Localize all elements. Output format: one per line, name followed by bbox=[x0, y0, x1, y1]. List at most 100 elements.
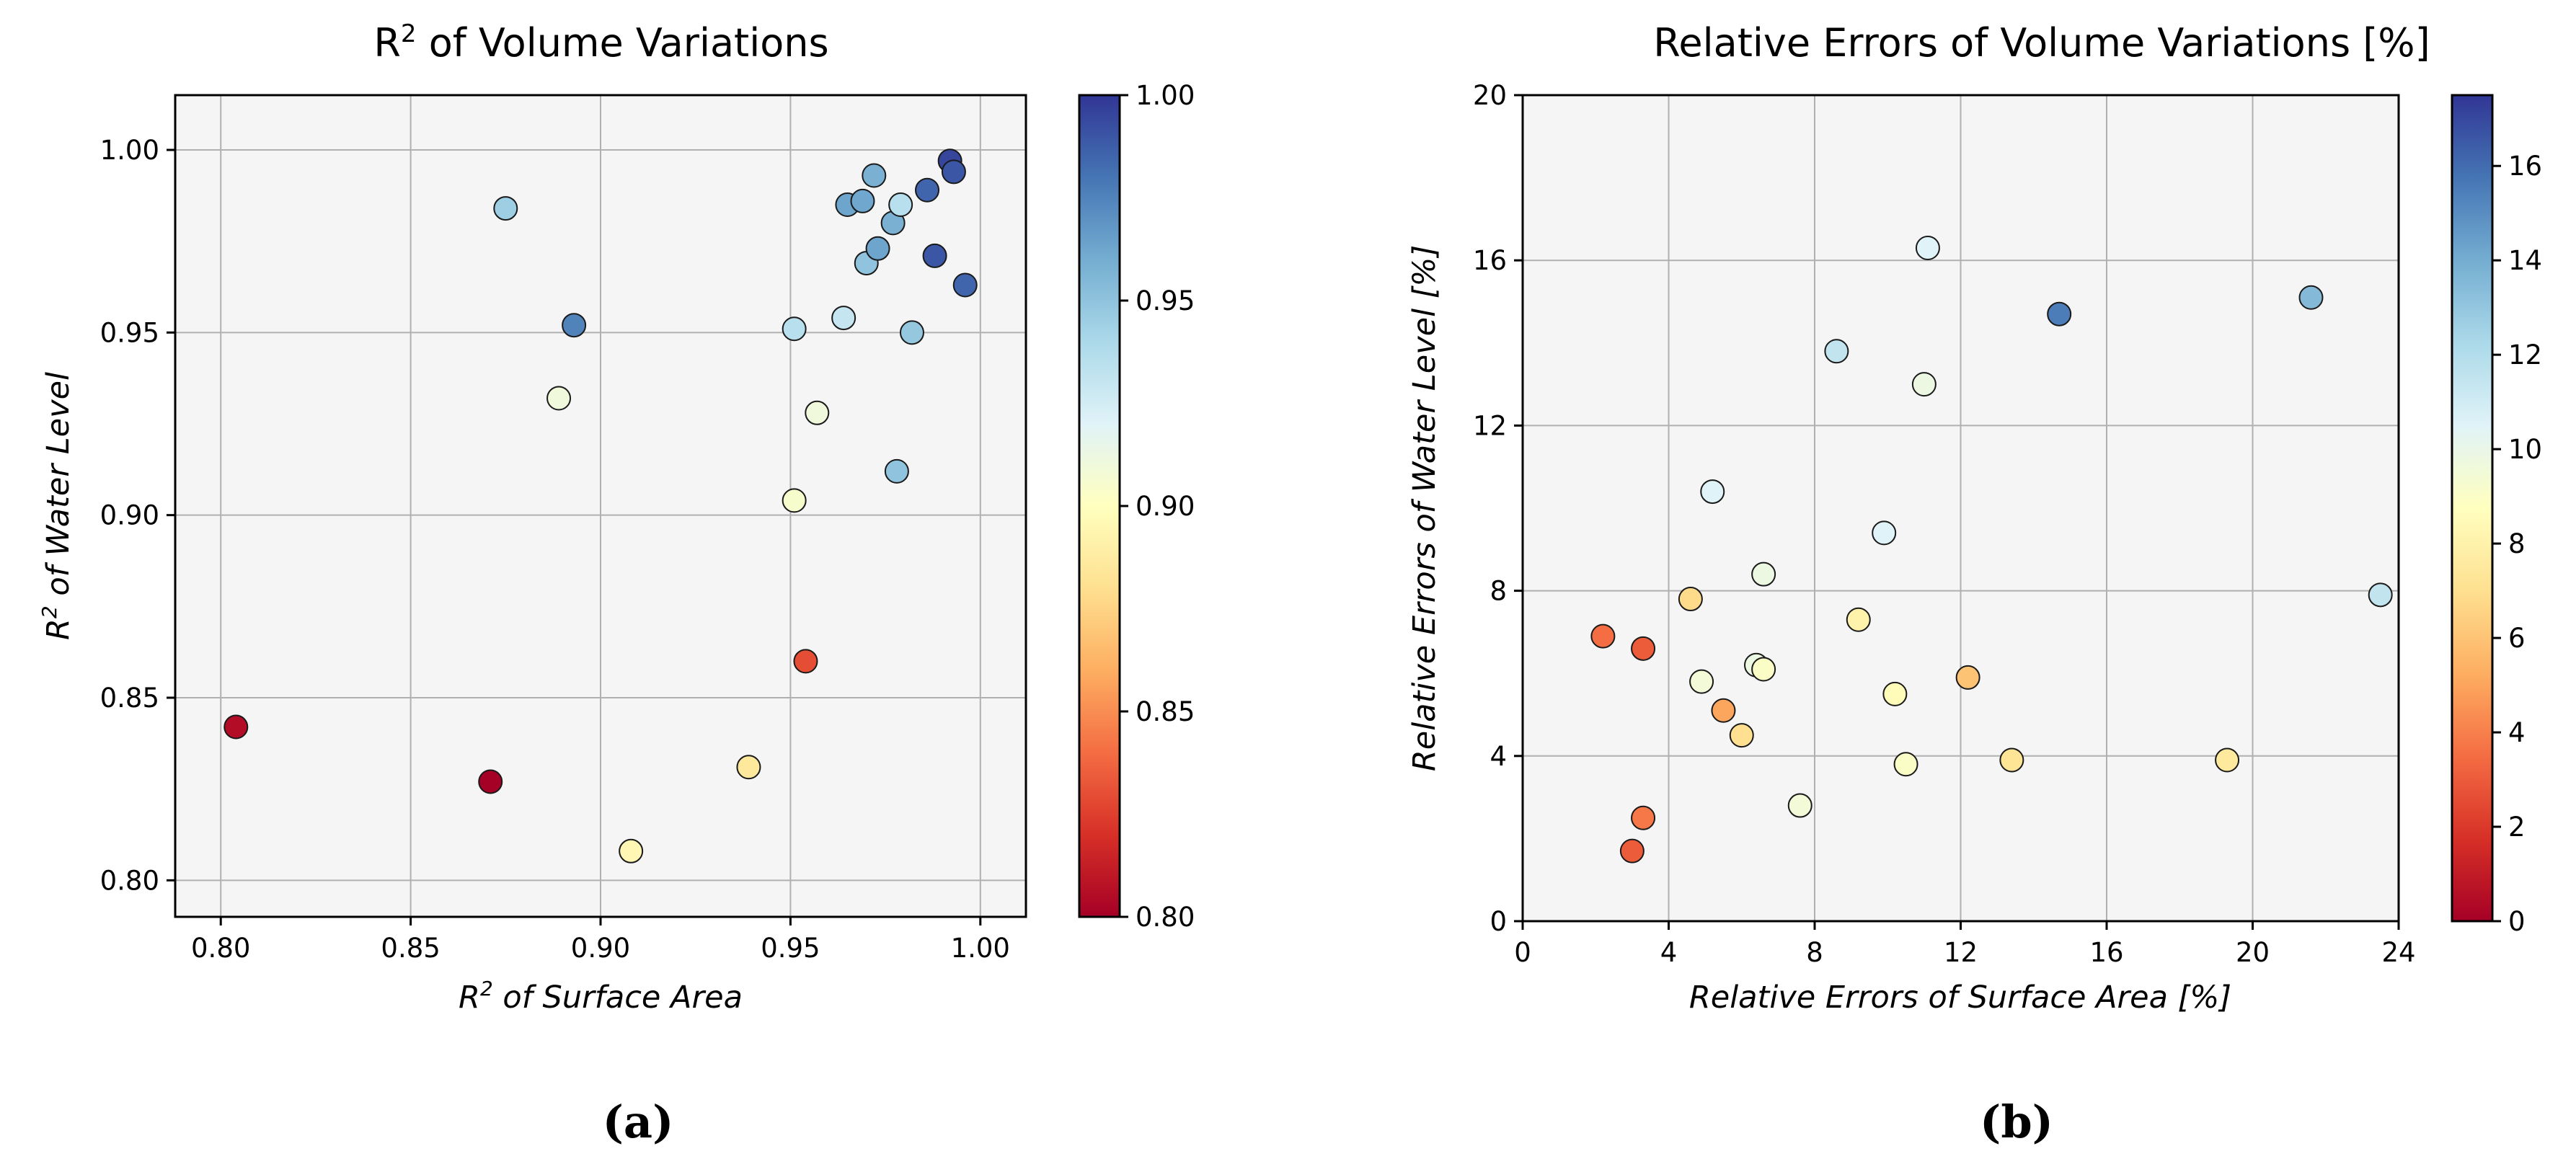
panel-label-a: (a) bbox=[603, 1096, 674, 1148]
x-tick-label: 1.00 bbox=[951, 933, 1010, 964]
chart-title-a: R2 of Volume Variations bbox=[373, 19, 828, 66]
data-point bbox=[915, 177, 940, 203]
data-point bbox=[884, 458, 909, 484]
data-point bbox=[782, 316, 807, 342]
y-axis-label-b: Relative Errors of Water Level [%] bbox=[1407, 245, 1443, 771]
x-tick-label: 20 bbox=[2236, 937, 2270, 968]
colorbar-tick-label: 2 bbox=[2508, 812, 2526, 843]
y-tick-label: 0.85 bbox=[100, 683, 159, 714]
colorbar-tick-label: 1.00 bbox=[1136, 80, 1195, 111]
xlabel-a-sup: 2 bbox=[480, 977, 493, 1000]
data-point bbox=[782, 488, 807, 513]
x-tick-label: 0.80 bbox=[191, 933, 250, 964]
data-point bbox=[546, 386, 572, 411]
data-point bbox=[1631, 636, 1656, 661]
colorbar-tick-label: 8 bbox=[2508, 528, 2526, 559]
data-point bbox=[478, 769, 503, 794]
colorbar-tick-label: 14 bbox=[2508, 245, 2542, 276]
ylabel-a-sup: 2 bbox=[37, 605, 61, 618]
y-tick-label: 0 bbox=[1490, 906, 1507, 937]
colorbar-tick-label: 0.80 bbox=[1136, 902, 1195, 933]
x-tick-label: 0 bbox=[1514, 937, 1531, 968]
data-points-b bbox=[1590, 236, 2393, 864]
x-ticks-a: 0.80 0.85 0.90 0.95 1.00 bbox=[191, 917, 1010, 964]
data-point bbox=[1882, 681, 1908, 706]
x-tick-label: 0.85 bbox=[381, 933, 440, 964]
y-ticks-a: 0.80 0.85 0.90 0.95 1.00 bbox=[100, 135, 175, 896]
ylabel-a-main: R bbox=[40, 618, 76, 640]
colorbar-tick-label: 6 bbox=[2508, 623, 2526, 654]
colorbar-tick-label: 0.95 bbox=[1136, 285, 1195, 316]
y-tick-label: 1.00 bbox=[100, 135, 159, 166]
y-tick-label: 16 bbox=[1473, 245, 1507, 276]
x-tick-label: 0.90 bbox=[571, 933, 630, 964]
data-point bbox=[562, 313, 587, 338]
xlabel-a-main: R bbox=[459, 980, 480, 1016]
data-point bbox=[1590, 623, 1616, 649]
data-point bbox=[1619, 838, 1645, 864]
data-point bbox=[1824, 339, 1849, 364]
x-tick-label: 4 bbox=[1660, 937, 1678, 968]
data-points-a bbox=[223, 148, 978, 864]
x-tick-label: 24 bbox=[2381, 937, 2415, 968]
y-tick-label: 4 bbox=[1490, 741, 1507, 772]
data-point bbox=[1711, 698, 1736, 723]
colorbar-tick-label: 0 bbox=[2508, 906, 2526, 937]
data-point bbox=[865, 236, 890, 261]
x-axis-label-a: R2 of Surface Area bbox=[459, 977, 743, 1016]
data-point bbox=[1678, 587, 1703, 612]
colorbar-b bbox=[2451, 94, 2494, 923]
data-point bbox=[1787, 793, 1813, 818]
colorbar-tick-label: 0.85 bbox=[1136, 696, 1195, 727]
title-a-sup: 2 bbox=[401, 19, 417, 48]
x-tick-label: 0.95 bbox=[761, 933, 820, 964]
y-tick-label: 20 bbox=[1473, 80, 1507, 111]
xlabel-a-rest: of Surface Area bbox=[493, 980, 743, 1016]
data-point bbox=[619, 838, 644, 864]
data-point bbox=[941, 159, 966, 185]
chart-title-b: Relative Errors of Volume Variations [%] bbox=[1653, 20, 2430, 66]
title-a-rest: of Volume Variations bbox=[417, 20, 829, 66]
data-point bbox=[2047, 301, 2072, 327]
data-point bbox=[805, 400, 830, 425]
colorbar-tick-label: 0.90 bbox=[1136, 491, 1195, 522]
colorbar-tick-label: 16 bbox=[2508, 151, 2542, 182]
data-point bbox=[793, 649, 818, 674]
y-ticks-b: 0 4 8 12 16 20 bbox=[1473, 80, 1523, 937]
data-point bbox=[831, 306, 857, 331]
y-axis-label-a: R2 of Water Level bbox=[37, 372, 76, 640]
data-point bbox=[1893, 752, 1918, 777]
data-point bbox=[1955, 665, 1980, 690]
y-tick-label: 0.95 bbox=[100, 317, 159, 348]
data-point bbox=[1911, 372, 1937, 397]
grid-a bbox=[175, 95, 1026, 917]
data-point bbox=[2368, 582, 2393, 608]
x-tick-label: 8 bbox=[1806, 937, 1823, 968]
x-axis-label-b: Relative Errors of Surface Area [%] bbox=[1689, 980, 2231, 1016]
y-tick-label: 0.80 bbox=[100, 865, 159, 896]
x-ticks-b: 0 4 8 12 16 20 24 bbox=[1514, 921, 2416, 968]
panel-label-b: (b) bbox=[1980, 1096, 2053, 1148]
data-point bbox=[1751, 561, 1776, 587]
data-point bbox=[922, 243, 947, 268]
data-point bbox=[1700, 479, 1725, 505]
colorbar-a bbox=[1078, 94, 1121, 918]
data-point bbox=[1999, 747, 2024, 773]
data-point bbox=[1689, 669, 1714, 694]
chart-r2-volume-variations: R2 of Volume Variations 0.80 0.85 0.90 0.95… bbox=[37, 19, 1195, 1148]
data-point bbox=[736, 755, 761, 780]
data-point bbox=[1751, 657, 1776, 682]
data-point bbox=[1872, 520, 1897, 546]
data-point bbox=[493, 196, 518, 221]
colorbar-ticks-a: 0.80 0.85 0.90 0.95 1.00 bbox=[1120, 80, 1195, 933]
ylabel-a-rest: of Water Level bbox=[40, 372, 76, 605]
y-tick-label: 8 bbox=[1490, 576, 1507, 607]
colorbar-tick-label: 12 bbox=[2508, 339, 2542, 370]
data-point bbox=[888, 192, 913, 217]
data-point bbox=[1729, 723, 1754, 748]
title-a-main: R bbox=[373, 20, 401, 66]
y-tick-label: 12 bbox=[1473, 410, 1507, 441]
colorbar-ticks-b: 0 2 4 6 8 10 12 14 16 bbox=[2492, 151, 2542, 937]
colorbar-tick-label: 4 bbox=[2508, 717, 2526, 748]
